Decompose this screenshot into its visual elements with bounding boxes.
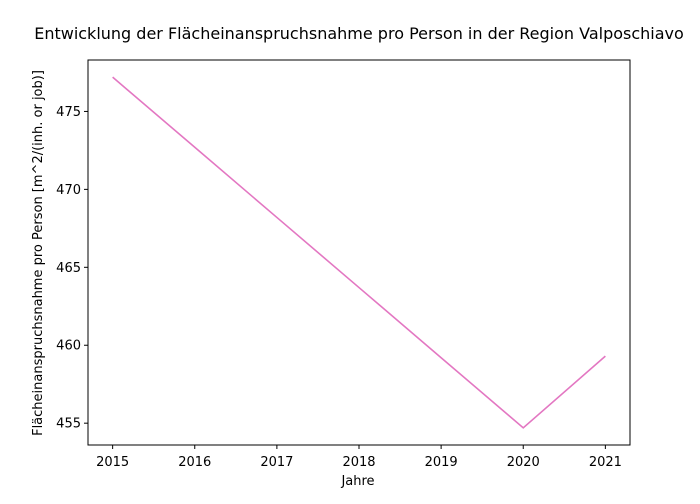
plot-frame bbox=[87, 59, 631, 446]
y-tick-label: 470 bbox=[56, 183, 81, 198]
chart-title: Entwicklung der Flächeinanspruchsnahme p… bbox=[34, 24, 684, 43]
x-tick-label: 2016 bbox=[178, 455, 211, 470]
y-axis-label: Flächeinanspruchsnahme pro Person [m^2/(… bbox=[31, 70, 46, 436]
x-axis-label: Jahre bbox=[340, 474, 374, 489]
y-tick-label: 460 bbox=[56, 339, 81, 354]
series-line bbox=[112, 76, 606, 429]
x-tick-label: 2021 bbox=[589, 455, 622, 470]
y-tick-label: 455 bbox=[56, 417, 81, 432]
y-axis: 455 460 465 470 475 bbox=[56, 105, 88, 432]
x-axis: 2015 2016 2017 2018 2019 2020 2021 bbox=[96, 445, 622, 470]
x-tick-label: 2017 bbox=[260, 455, 293, 470]
x-tick-label: 2018 bbox=[342, 455, 375, 470]
plot-area bbox=[112, 76, 606, 429]
x-tick-label: 2020 bbox=[507, 455, 540, 470]
y-tick-label: 465 bbox=[56, 261, 81, 276]
x-tick-label: 2015 bbox=[96, 455, 129, 470]
x-tick-label: 2019 bbox=[425, 455, 458, 470]
y-tick-label: 475 bbox=[56, 105, 81, 120]
